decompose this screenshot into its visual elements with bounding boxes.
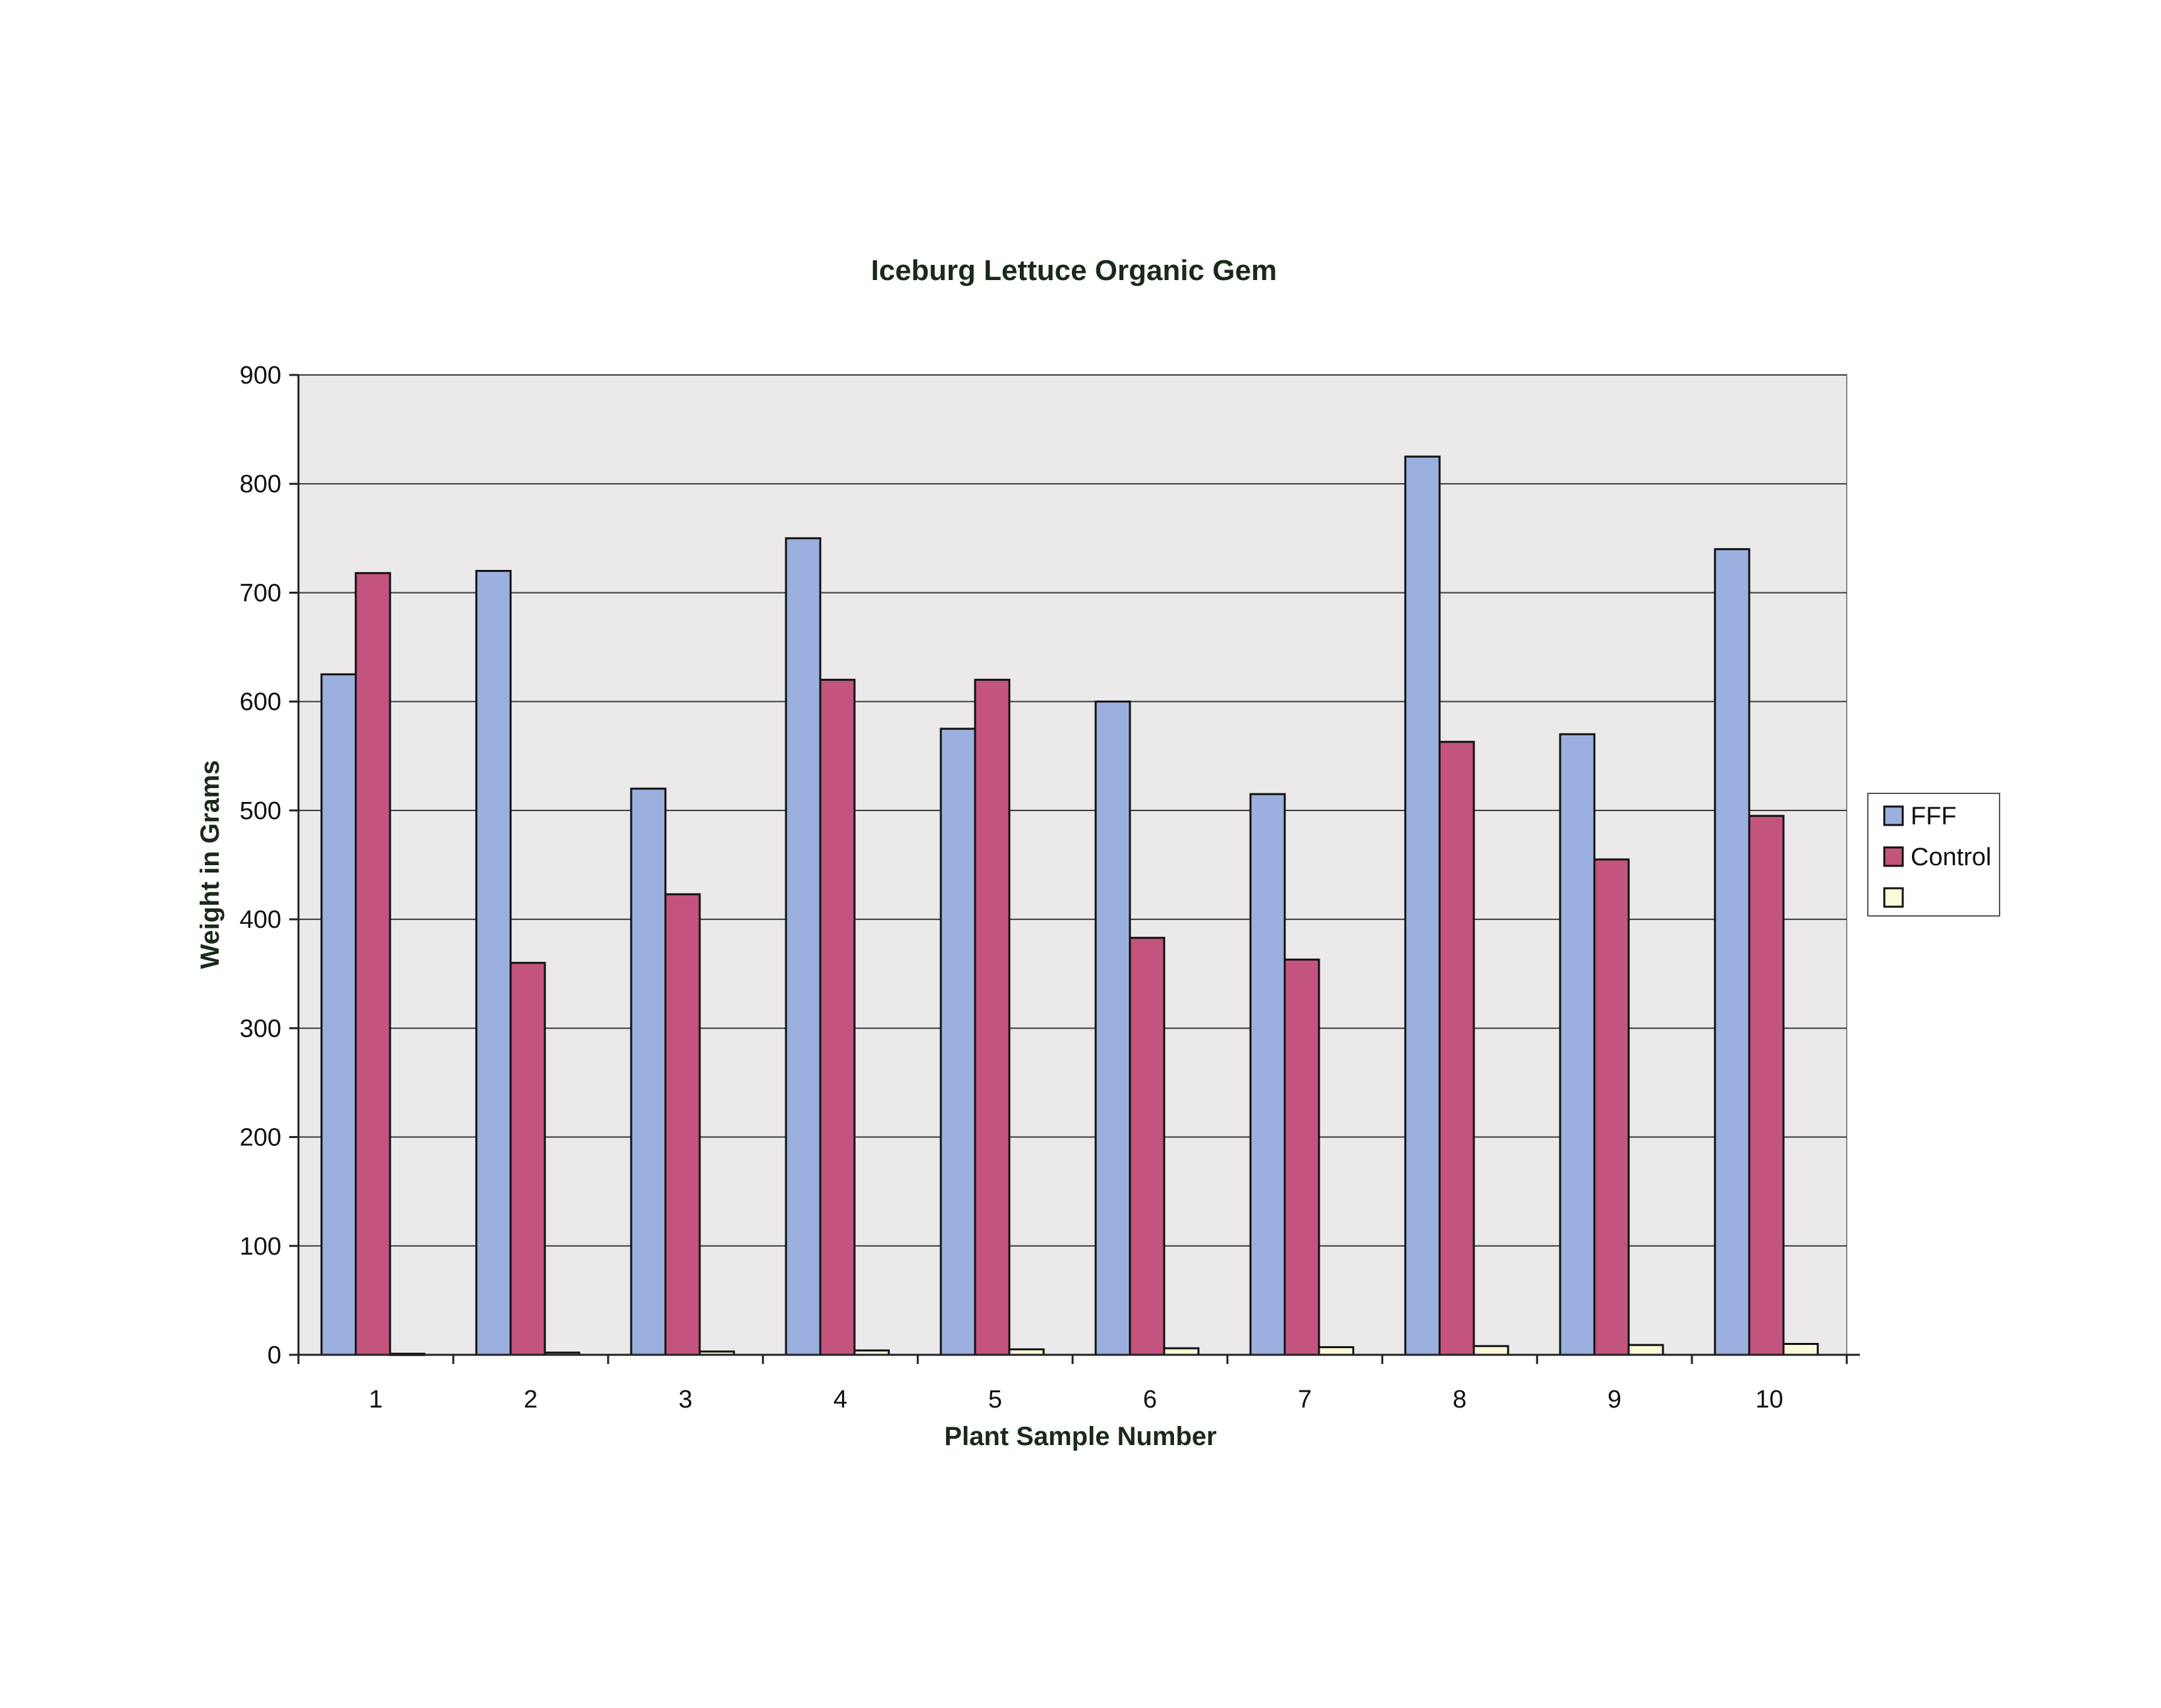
legend: FFF Control (1867, 793, 2000, 917)
bar-series-3-8 (1473, 1345, 1509, 1356)
legend-swatch (1883, 887, 1904, 908)
bar-fff-9 (1559, 733, 1596, 1356)
bar-fff-6 (1094, 700, 1131, 1356)
bar-fff-7 (1249, 793, 1286, 1356)
x-tick-label: 7 (1298, 1386, 1312, 1413)
bar-control-5 (974, 679, 1011, 1356)
y-tick-label: 0 (267, 1342, 281, 1369)
x-tick-label: 2 (524, 1386, 538, 1413)
y-tick-label: 200 (240, 1124, 281, 1152)
x-tick-label: 4 (833, 1386, 847, 1413)
axes (297, 375, 1860, 1356)
x-tick-label: 6 (1143, 1386, 1157, 1413)
x-tick-label: 1 (369, 1386, 383, 1413)
bar-fff-3 (630, 787, 667, 1356)
bar-control-7 (1283, 958, 1320, 1356)
legend-label: FFF (1911, 803, 1957, 830)
bar-control-2 (509, 961, 546, 1356)
bar-control-6 (1129, 936, 1165, 1356)
y-tick-label: 800 (240, 470, 281, 498)
bar-control-1 (354, 572, 391, 1356)
bars (320, 455, 1819, 1356)
legend-swatch (1883, 846, 1904, 867)
bar-control-3 (664, 893, 701, 1356)
x-tick-label: 8 (1453, 1386, 1467, 1413)
bar-series-3-9 (1627, 1344, 1664, 1356)
bar-control-4 (819, 679, 856, 1356)
x-axis-ticks: 1 2 3 4 5 6 7 8 9 10 (297, 1355, 1848, 1413)
bar-series-3-10 (1782, 1342, 1819, 1356)
y-tick-label: 400 (240, 906, 281, 934)
y-axis-ticks: 0 100 200 300 400 500 600 700 800 900 (240, 362, 298, 1369)
x-tick-label: 9 (1608, 1386, 1621, 1413)
bar-control-10 (1748, 814, 1785, 1356)
x-tick-label: 10 (1755, 1386, 1783, 1413)
bar-fff-10 (1714, 548, 1751, 1356)
bar-control-9 (1593, 858, 1630, 1356)
bar-fff-8 (1404, 455, 1441, 1356)
chart-title: Iceburg Lettuce Organic Gem (871, 254, 1277, 287)
y-tick-label: 100 (240, 1233, 281, 1261)
x-tick-label: 3 (679, 1386, 692, 1413)
bar-series-3-7 (1318, 1346, 1355, 1356)
legend-swatch (1883, 805, 1904, 826)
y-tick-label: 700 (240, 579, 281, 607)
y-tick-label: 300 (240, 1015, 281, 1042)
bar-fff-4 (785, 537, 822, 1356)
x-tick-label: 5 (988, 1386, 1002, 1413)
bar-fff-5 (940, 727, 976, 1356)
x-axis-title: Plant Sample Number (944, 1422, 1216, 1451)
y-tick-label: 600 (240, 689, 281, 716)
bar-fff-1 (320, 673, 357, 1356)
bar-control-8 (1438, 741, 1475, 1356)
bar-fff-2 (475, 569, 512, 1356)
y-tick-label: 500 (240, 797, 281, 825)
y-axis-title: Weight in Grams (196, 760, 225, 969)
y-tick-label: 900 (240, 362, 281, 389)
legend-label: Control (1911, 843, 1992, 871)
